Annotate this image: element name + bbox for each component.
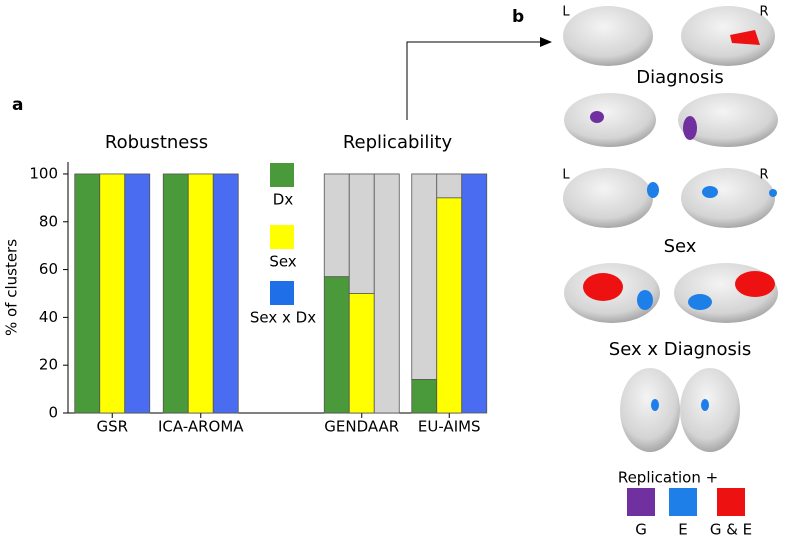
y-tick-label: 20 [39, 356, 58, 374]
y-tick-label: 40 [39, 308, 58, 326]
legend-swatch [270, 225, 294, 249]
brain-title: Diagnosis [636, 67, 724, 88]
legend-title: Replication + [618, 469, 718, 487]
legend-label: G [635, 521, 647, 538]
brain-title: Sex x Diagnosis [609, 339, 751, 360]
bar [74, 173, 101, 414]
group-title: Robustness [105, 132, 208, 153]
bar [162, 173, 189, 414]
y-tick-label: 80 [39, 212, 58, 230]
y-axis-label: % of clusters [3, 239, 21, 336]
remainder-bar [373, 173, 400, 414]
bar [436, 197, 463, 414]
y-tick-label: 100 [29, 164, 58, 182]
bar [323, 276, 350, 414]
x-tick-label: EU-AIMS [418, 418, 481, 436]
panel-label: b [512, 7, 524, 27]
remainder-bar [323, 173, 350, 278]
y-tick-label: 60 [39, 260, 58, 278]
bar [411, 379, 438, 414]
panel-label: a [12, 95, 23, 115]
bar [348, 293, 375, 414]
bar [461, 173, 488, 414]
legend-label: Sex [269, 253, 296, 271]
legend-swatch [270, 163, 294, 187]
hemisphere-label: R [759, 168, 768, 183]
legend-swatch [717, 488, 745, 516]
legend-label: G & E [710, 521, 752, 538]
hemisphere-label: R [759, 5, 768, 20]
legend-label: Sex x Dx [250, 309, 316, 327]
hemisphere-label: L [562, 168, 570, 183]
x-tick-label: GSR [96, 418, 128, 436]
arrow [406, 37, 552, 120]
x-tick-label: GENDAAR [324, 418, 399, 436]
remainder-bar [436, 173, 463, 199]
remainder-bar [348, 173, 375, 294]
legend-swatch [270, 281, 294, 305]
legend-label: E [678, 521, 687, 538]
bar [124, 173, 151, 414]
y-tick-label: 0 [48, 404, 58, 422]
legend-label: Dx [273, 191, 294, 209]
bar [187, 173, 214, 414]
brain-title: Sex [664, 236, 697, 257]
hemisphere-label: L [562, 5, 570, 20]
legend-swatch [627, 488, 655, 516]
brain-images [563, 6, 778, 452]
remainder-bar [411, 173, 438, 380]
bar [212, 173, 239, 414]
x-tick-label: ICA-AROMA [158, 418, 244, 436]
group-title: Replicability [343, 132, 453, 153]
bar [99, 173, 126, 414]
legend-swatch [669, 488, 697, 516]
